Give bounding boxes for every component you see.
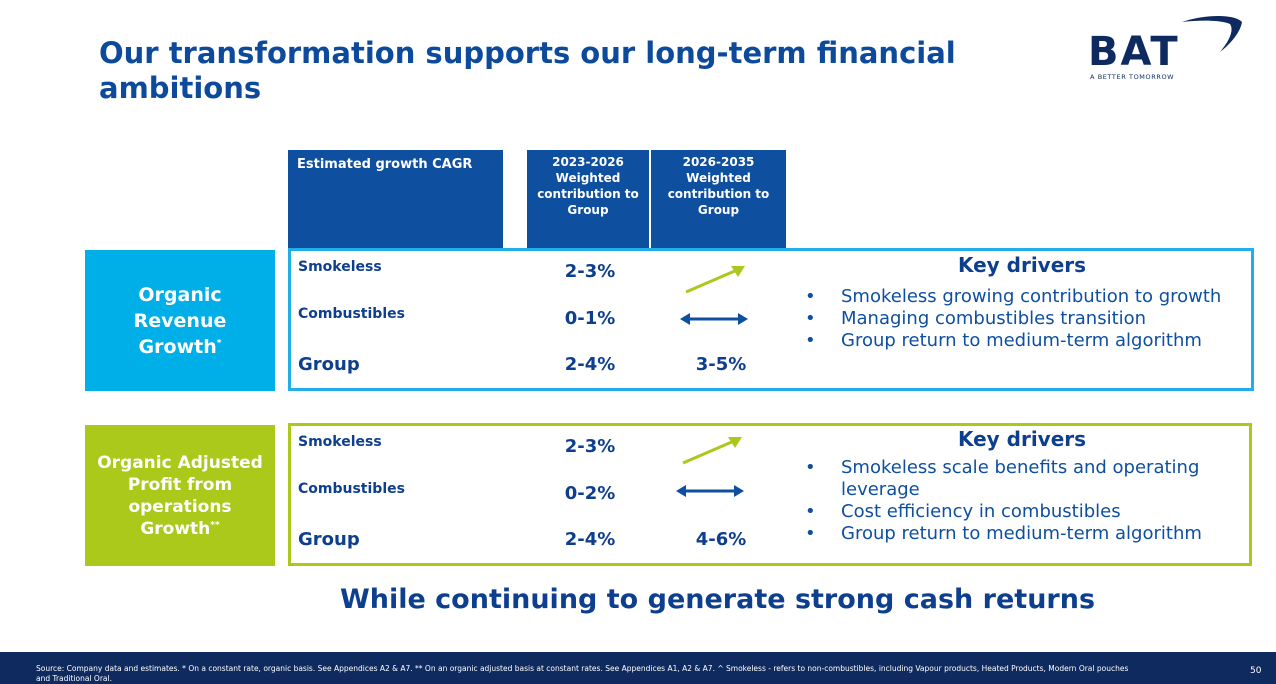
profit-row-group-label: Group <box>298 529 360 550</box>
page-number: 50 <box>1250 666 1262 676</box>
arrow-left-right-icon <box>680 313 748 325</box>
list-item: Cost efficiency in combustibles <box>805 501 1225 523</box>
list-item: Smokeless scale benefits and operating l… <box>805 457 1225 501</box>
page-title: Our transformation supports our long-ter… <box>99 36 956 105</box>
revenue-panel: Smokeless 2-3% Combustibles 0-1% Group 2… <box>288 248 1254 391</box>
revenue-row-smokeless-label: Smokeless <box>298 259 382 275</box>
profit-row-combustibles-value: 0-2% <box>564 483 616 504</box>
profit-row-group-value: 2-4% <box>564 529 616 550</box>
profit-panel: Smokeless 2-3% Combustibles 0-2% Group 2… <box>288 423 1252 566</box>
header-estimated-growth: Estimated growth CAGR <box>288 150 503 248</box>
list-item: Group return to medium-term algorithm <box>805 330 1250 352</box>
profit-key-drivers-title: Key drivers <box>957 427 1087 451</box>
profit-row-smokeless-value: 2-3% <box>564 436 616 457</box>
swoosh-icon <box>1182 16 1242 52</box>
revenue-row-smokeless-value: 2-3% <box>564 261 616 282</box>
profit-label-mark: ** <box>210 519 220 530</box>
revenue-key-drivers-list: Smokeless growing contribution to growth… <box>805 286 1250 352</box>
revenue-row-group-long-term: 3-5% <box>695 354 747 375</box>
list-item: Group return to medium-term algorithm <box>805 523 1225 545</box>
profit-label: Organic Adjusted Profit from operations … <box>97 452 263 539</box>
revenue-row-group-value: 2-4% <box>564 354 616 375</box>
revenue-label: Organic Revenue Growth <box>133 283 227 358</box>
profit-key-drivers-list: Smokeless scale benefits and operating l… <box>805 457 1225 545</box>
header-2026-2035: 2026-2035 Weighted contribution to Group <box>651 150 786 248</box>
revenue-label-box: Organic Revenue Growth* <box>85 250 275 391</box>
revenue-label-mark: * <box>216 338 222 349</box>
profit-row-combustibles-label: Combustibles <box>298 481 405 497</box>
logo-tagline: A BETTER TOMORROW <box>1090 73 1175 81</box>
footer-source-note: Source: Company data and estimates. * On… <box>36 664 1129 683</box>
profit-label-box: Organic Adjusted Profit from operations … <box>85 425 275 566</box>
profit-row-group-long-term: 4-6% <box>695 529 747 550</box>
arrow-left-right-icon <box>676 485 744 497</box>
bat-logo: BAT A BETTER TOMORROW <box>1088 16 1248 86</box>
revenue-row-combustibles-label: Combustibles <box>298 306 405 322</box>
list-item: Smokeless growing contribution to growth <box>805 286 1250 308</box>
footer-bar: Source: Company data and estimates. * On… <box>0 652 1276 684</box>
revenue-key-drivers-title: Key drivers <box>957 253 1087 277</box>
tagline: While continuing to generate strong cash… <box>339 584 1096 615</box>
revenue-row-combustibles-value: 0-1% <box>564 308 616 329</box>
list-item: Managing combustibles transition <box>805 308 1250 330</box>
profit-row-smokeless-label: Smokeless <box>298 434 382 450</box>
arrow-up-right-icon <box>685 266 745 294</box>
logo-wordmark: BAT <box>1088 29 1180 75</box>
revenue-row-group-label: Group <box>298 354 360 375</box>
arrow-up-right-icon <box>682 437 742 465</box>
header-2023-2026: 2023-2026 Weighted contribution to Group <box>527 150 649 248</box>
